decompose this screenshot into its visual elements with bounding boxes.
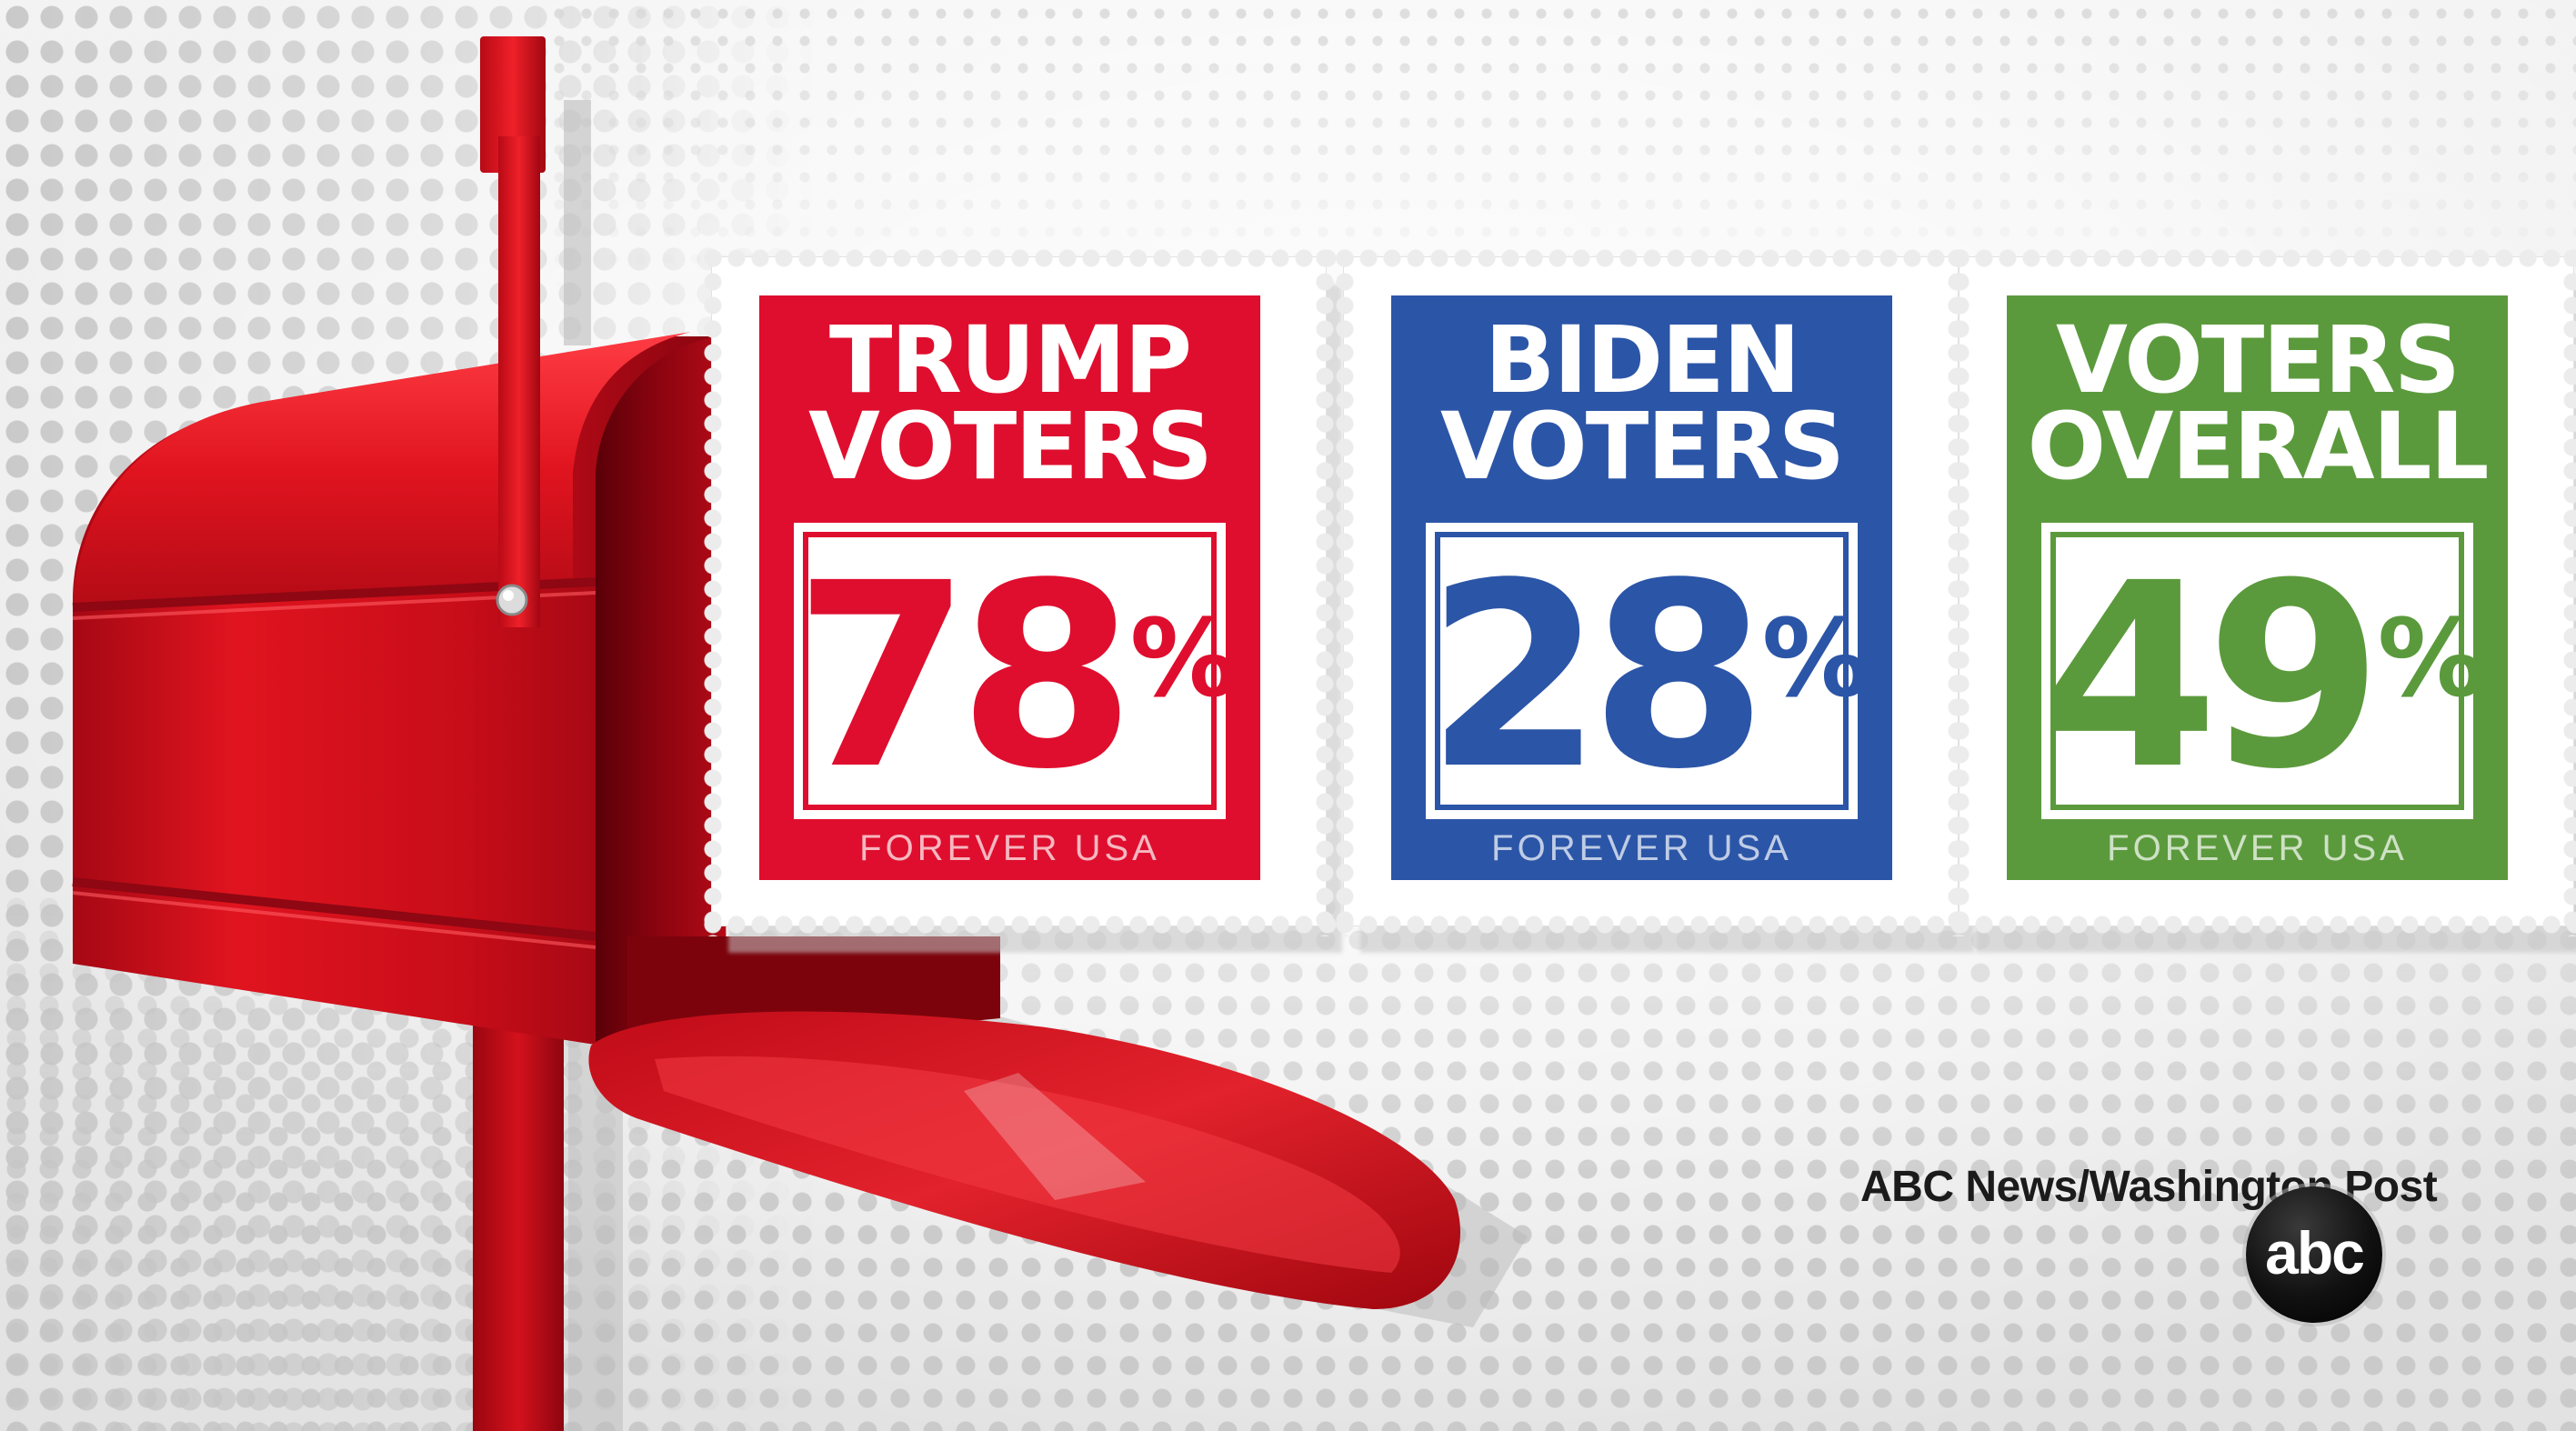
mailbox-post [473,1009,564,1431]
percentage-box: 28% [1426,523,1869,826]
stamp-face: TRUMP VOTERS 78% FOREVER USA [759,295,1260,880]
percentage-box: 49% [2041,523,2485,826]
percentage-number: 49 [2041,529,2383,826]
percentage-box-border [1435,532,1849,810]
stamp-title: VOTERS OVERALL [2027,306,2489,501]
percentage-box: 78% [794,523,1238,826]
stamp-footer: FOREVER USA [2107,828,2408,868]
stamp-footer: FOREVER USA [1491,828,1792,868]
stamp-title: TRUMP VOTERS [807,306,1213,501]
stamp-footer: FOREVER USA [859,828,1160,868]
mailbox-flag-icon [480,36,546,627]
percentage-box-border [803,532,1217,810]
percent-sign: % [1761,595,1869,721]
percentage-value: 28% [1426,529,1869,826]
stamp-2: VOTERS OVERALL 49% FOREVER USA [1949,246,2576,936]
stamp-face: VOTERS OVERALL 49% FOREVER USA [2007,295,2508,880]
percentage-number: 78 [794,529,1136,826]
stamp-0: TRUMP VOTERS 78% FOREVER USA [701,246,1337,936]
percentage-box-border [2050,532,2464,810]
stamp-1: BIDEN VOTERS 28% FOREVER USA [1333,246,1969,936]
percent-sign: % [1129,595,1238,721]
abc-logo: abc [2246,1186,2382,1323]
percentage-value: 78% [794,529,1238,826]
mailbox-icon [72,36,1528,1431]
stamp-face: BIDEN VOTERS 28% FOREVER USA [1391,295,1892,880]
percent-sign: % [2377,595,2485,721]
percentage-value: 49% [2041,529,2485,826]
stamp-title: BIDEN VOTERS [1439,306,1845,501]
percentage-number: 28 [1426,529,1768,826]
